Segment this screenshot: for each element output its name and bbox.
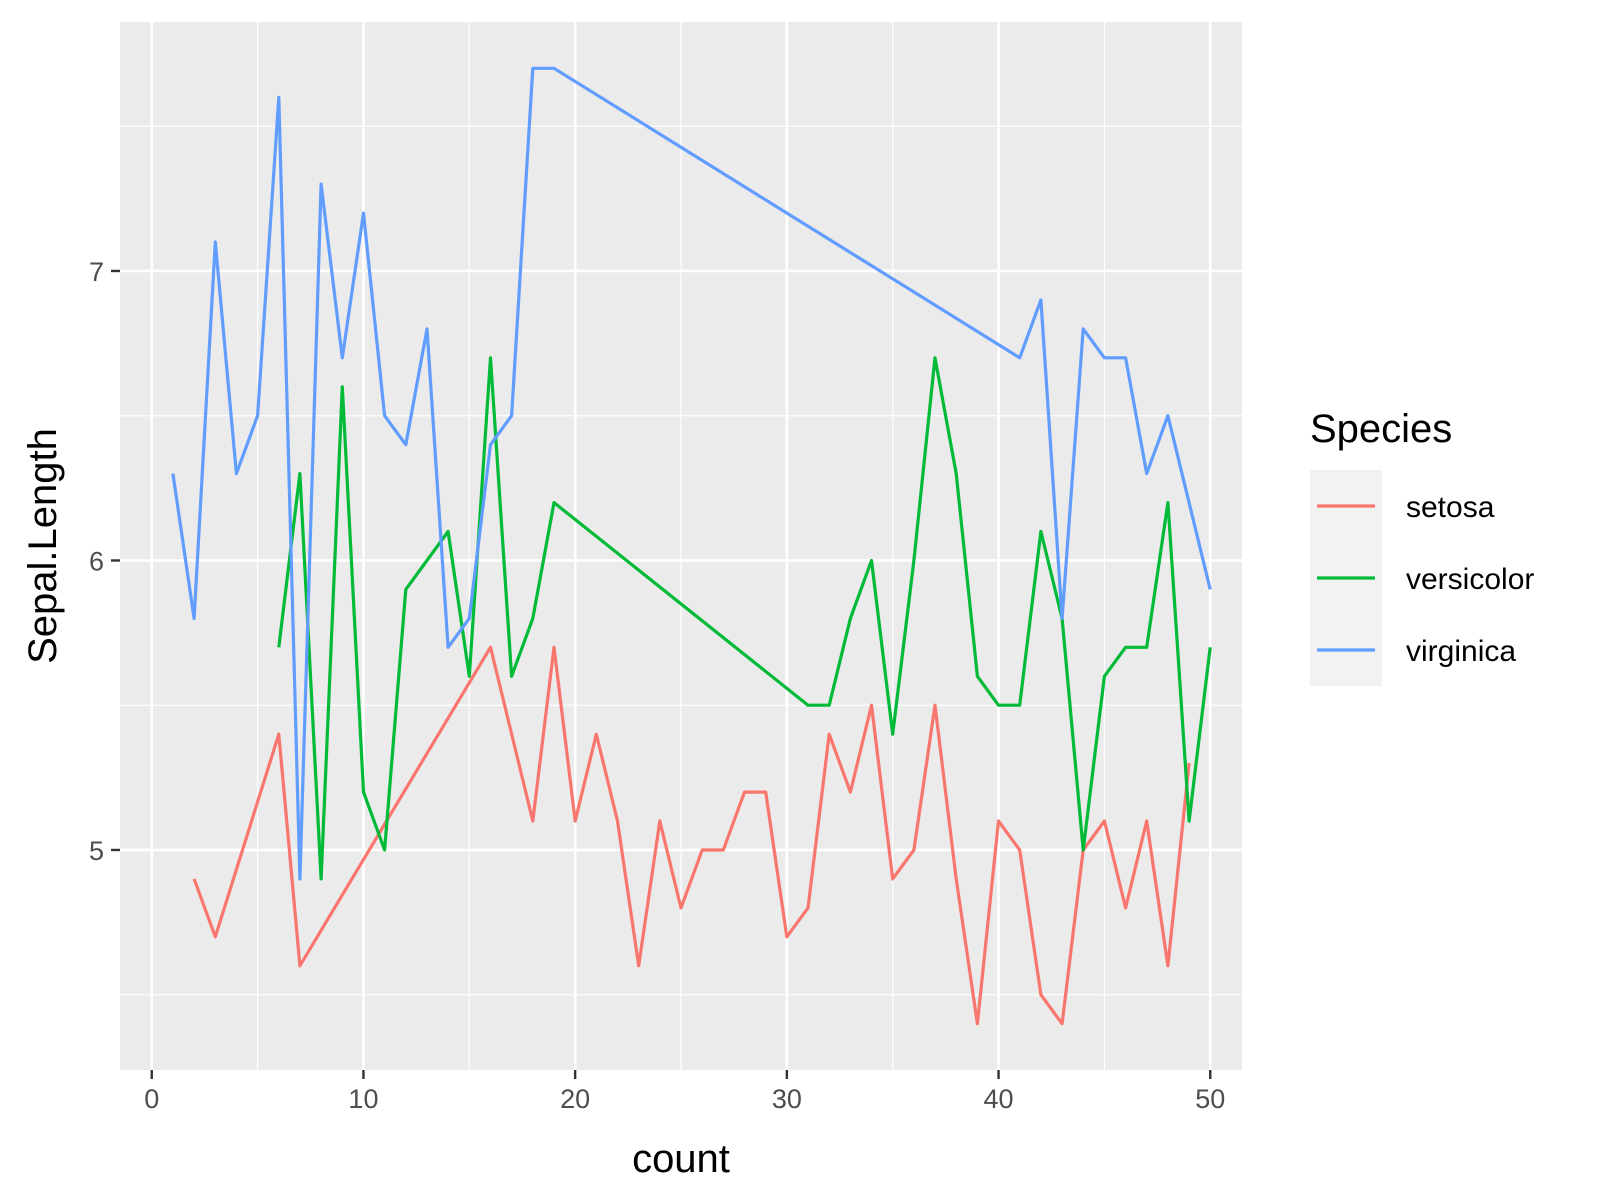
x-axis: 0 10 20 30 40 50 — [144, 1070, 1225, 1114]
y-tick-label: 5 — [89, 836, 104, 866]
legend-title: Species — [1310, 407, 1452, 451]
series-line-versicolor — [277, 356, 1212, 881]
y-tick-label: 6 — [89, 546, 104, 576]
legend: Species setosa versicolor virginica — [1310, 407, 1534, 686]
x-tick-label: 50 — [1195, 1084, 1225, 1114]
legend-label-virginica: virginica — [1406, 635, 1516, 668]
x-tick-label: 20 — [560, 1084, 590, 1114]
x-tick-label: 40 — [984, 1084, 1014, 1114]
x-tick-label: 0 — [144, 1084, 159, 1114]
x-tick-label: 30 — [772, 1084, 802, 1114]
major-gridlines — [120, 22, 1242, 1070]
series-line-setosa — [192, 645, 1191, 1026]
legend-items: setosa versicolor virginica — [1317, 491, 1534, 668]
legend-label-versicolor: versicolor — [1406, 563, 1534, 596]
series-lines — [171, 66, 1212, 1026]
x-axis-title: count — [632, 1137, 730, 1181]
y-axis-title: Sepal.Length — [21, 428, 65, 664]
y-axis: 5 6 7 — [89, 257, 120, 866]
x-tick-label: 10 — [348, 1084, 378, 1114]
minor-gridlines — [120, 22, 1242, 1070]
series-line-virginica — [171, 66, 1212, 881]
legend-label-setosa: setosa — [1406, 491, 1495, 524]
y-tick-label: 7 — [89, 257, 104, 287]
